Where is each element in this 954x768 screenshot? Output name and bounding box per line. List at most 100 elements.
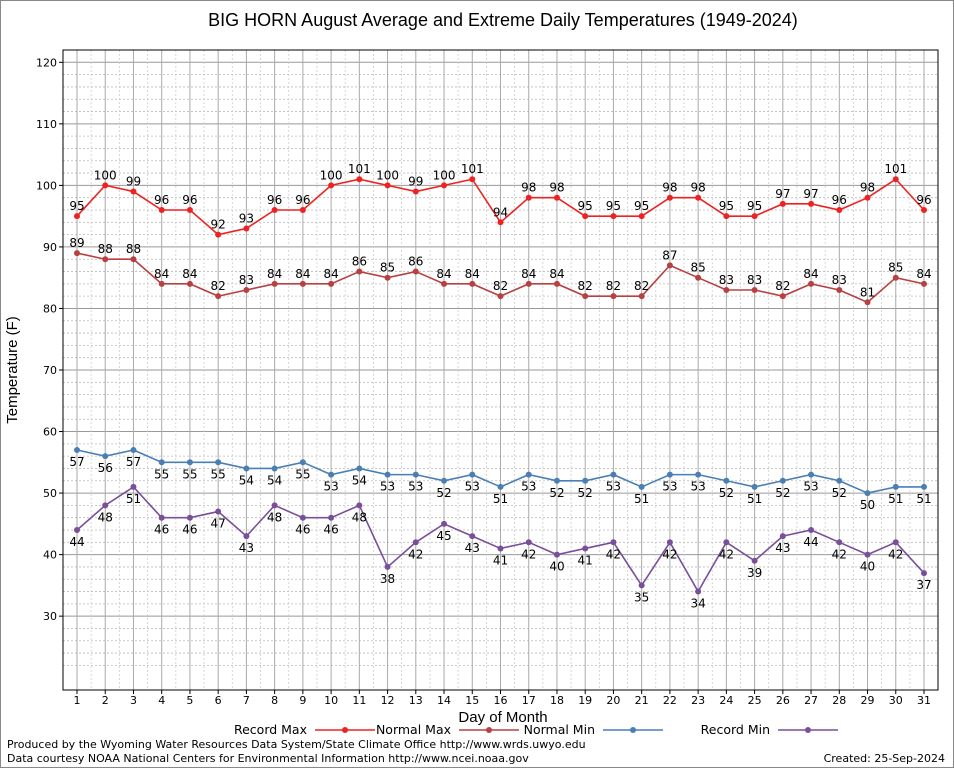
record-max-point [723,213,730,220]
normal-max-point [638,293,645,300]
normal-min-point [271,465,278,472]
normal-min-data-label: 53 [690,480,705,494]
normal-max-data-label: 82 [606,279,621,293]
y-tick-label: 100 [36,179,57,192]
normal-max-data-label: 82 [211,279,226,293]
record-min-point [243,533,250,540]
record-min-point [666,539,673,546]
normal-min-data-label: 54 [239,473,254,487]
normal-min-data-label: 53 [465,480,480,494]
normal-max-point [186,280,193,287]
normal-max-data-label: 82 [775,279,790,293]
record-min-data-label: 41 [493,553,508,567]
record-max-point [497,219,504,226]
normal-min-point [102,453,109,460]
record-max-point [553,194,560,201]
x-tick-label: 28 [832,694,846,707]
record-max-point [836,207,843,213]
record-max-point [441,182,448,189]
record-max-point [864,194,871,201]
record-max-point [102,182,109,189]
x-tick-label: 18 [550,694,564,707]
record-min-data-label: 40 [549,560,564,574]
legend-label-record-max: Record Max [234,722,307,737]
normal-max-point [356,268,363,275]
series-normal-min: 57 56 57 55 55 55 54 54 55 53 54 53 53 52 53 51 53 52 52 53… [69,447,932,512]
record-min-data-label: 42 [662,547,677,561]
record-max-point [892,176,899,183]
x-tick-label: 22 [663,694,677,707]
x-tick-label: 1 [74,694,81,707]
record-min-data-label: 48 [267,510,282,524]
record-max-data-label: 96 [182,193,197,207]
normal-max-point [553,280,560,287]
normal-min-data-label: 51 [634,492,649,506]
normal-min-data-label: 55 [295,467,310,481]
normal-max-point [469,280,476,287]
x-tick-label: 29 [861,694,875,707]
x-tick-label: 17 [522,694,536,707]
normal-min-point [215,459,222,466]
normal-max-point [441,280,448,287]
normal-max-point [497,293,504,300]
record-max-data-label: 99 [126,175,141,189]
normal-min-data-label: 51 [747,492,762,506]
x-tick-label: 24 [719,694,733,707]
record-max-data-label: 96 [832,193,847,207]
normal-min-data-label: 53 [380,480,395,494]
normal-max-point [130,256,137,263]
chart-title: BIG HORN August Average and Extreme Dail… [208,10,798,30]
record-max-point [921,207,927,213]
footer-courtesy: Data courtesy NOAA National Centers for … [7,752,529,765]
legend-marker-normal-min [630,727,636,733]
record-min-point [610,539,617,546]
normal-max-data-label: 85 [380,261,395,275]
x-tick-label: 25 [748,694,762,707]
record-max-point [695,194,702,201]
y-tick-label: 30 [43,610,57,623]
normal-min-point [666,471,673,478]
normal-max-data-label: 82 [634,279,649,293]
x-tick-label: 4 [158,694,165,707]
normal-min-point [638,483,645,490]
record-min-point [779,533,786,540]
record-max-data-label: 93 [239,211,254,225]
legend: Record Max Normal Max Normal Min Record Min [234,722,838,737]
normal-min-point [553,477,560,484]
normal-max-point [751,287,758,293]
record-max-point [582,213,589,220]
y-tick-label: 90 [43,241,57,254]
record-min-point [921,570,927,577]
record-min-point [356,502,363,509]
record-min-point [864,551,871,558]
normal-max-data-label: 83 [747,273,762,287]
x-tick-label: 7 [243,694,250,707]
normal-min-point [384,471,391,478]
record-min-point [497,545,504,552]
normal-max-point [412,268,419,275]
normal-max-point [102,256,109,263]
y-axis-label: Temperature (F) [4,316,21,424]
record-min-point [441,520,448,527]
record-max-point [74,213,80,220]
record-min-point [553,551,560,558]
record-min-data-label: 35 [634,590,649,604]
normal-min-point [74,447,80,453]
normal-min-point [158,459,165,466]
normal-min-point [497,483,504,490]
record-max-data-label: 97 [803,187,818,201]
record-max-data-label: 95 [634,199,649,213]
normal-min-data-label: 52 [719,486,734,500]
y-tick-label: 60 [43,426,57,439]
record-min-data-label: 39 [747,566,762,580]
x-tick-label: 26 [776,694,790,707]
x-tick-label: 12 [381,694,395,707]
normal-max-data-label: 84 [295,267,310,281]
normal-max-data-label: 81 [860,285,875,299]
legend-marker-record-min [805,727,811,733]
record-max-data-label: 101 [884,162,907,176]
legend-label-record-min: Record Min [701,722,770,737]
normal-min-data-label: 55 [182,467,197,481]
record-max-data-label: 100 [94,168,117,182]
record-max-point [271,207,278,213]
